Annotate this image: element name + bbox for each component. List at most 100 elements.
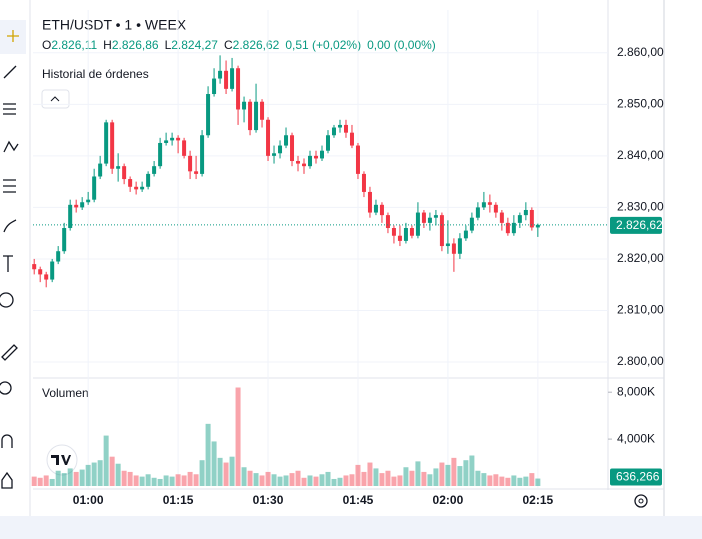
volume-bar — [331, 478, 337, 486]
price-tick-label: 2.830,00 — [617, 200, 664, 214]
volume-bar — [343, 475, 349, 486]
candle-body — [152, 166, 157, 174]
candle-body — [32, 264, 37, 270]
zoom-tool[interactable] — [0, 381, 12, 395]
candle-body — [92, 176, 97, 200]
volume-bar — [421, 471, 427, 486]
volume-bar — [445, 464, 451, 486]
ohlc-key: L — [165, 38, 172, 52]
volume-bar — [139, 476, 145, 486]
volume-bar — [295, 470, 301, 486]
candle-body — [415, 212, 420, 236]
volume-tick-label: 8,000K — [617, 384, 655, 398]
volume-bar — [97, 460, 103, 486]
candle-body — [529, 209, 534, 228]
text-tool[interactable] — [3, 255, 13, 272]
price-tick-label: 2.810,00 — [617, 303, 664, 317]
volume-bar — [175, 474, 181, 486]
projection-tool[interactable] — [3, 179, 16, 193]
crosshair-tool[interactable] — [7, 30, 19, 42]
candle-body — [80, 202, 85, 208]
volume-bar — [523, 476, 529, 486]
candle-body — [523, 209, 528, 216]
price-tick-label: 2.860,00 — [617, 45, 664, 59]
volume-bar — [265, 471, 271, 486]
candle-body — [200, 135, 205, 174]
volume-bar — [505, 477, 511, 486]
candle-body — [86, 199, 91, 203]
symbol-title: ETH/USDT • 1 • WEEX — [42, 17, 187, 33]
volume-bar — [259, 475, 265, 486]
candle-body — [266, 119, 271, 156]
fib-tool[interactable] — [3, 103, 16, 115]
candle-body — [170, 137, 175, 141]
volume-bar — [433, 468, 439, 486]
candle-body — [110, 122, 115, 169]
bottom-bar — [0, 516, 702, 539]
candle-body — [421, 212, 426, 223]
volume-bar — [349, 474, 355, 486]
volume-bar — [391, 476, 397, 486]
time-tick-label: 01:30 — [253, 493, 284, 507]
ohlc-key: O — [42, 38, 51, 52]
ruler-tool[interactable] — [1, 344, 18, 361]
candle-body — [349, 132, 354, 146]
magnet-tool[interactable] — [1, 434, 13, 448]
volume-bar — [91, 462, 97, 486]
settings-icon[interactable] — [634, 494, 648, 508]
candle-body — [164, 140, 169, 143]
lock-tool[interactable] — [1, 471, 13, 489]
volume-bar — [511, 475, 517, 486]
price-tick-label: 2.850,00 — [617, 96, 664, 110]
volume-bar — [427, 474, 433, 486]
volume-bar — [73, 471, 79, 486]
volume-bar — [121, 470, 127, 486]
volume-bar — [379, 473, 385, 486]
candle-body — [302, 163, 307, 167]
volume-bar — [67, 468, 73, 486]
candle-body — [505, 222, 510, 234]
volume-bar — [493, 474, 499, 486]
candle-body — [361, 173, 366, 192]
change2: 0,00 (0,00%) — [367, 38, 436, 52]
candle-body — [254, 101, 259, 131]
volume-bar — [109, 456, 115, 486]
candle-body — [487, 202, 492, 205]
volume-bar — [475, 470, 481, 486]
candle-body — [188, 155, 193, 172]
left-toolbar[interactable] — [0, 20, 26, 489]
collapse-icon[interactable] — [50, 96, 60, 102]
candle-body — [457, 238, 462, 254]
volume-bar — [535, 478, 541, 486]
candle-body — [116, 166, 121, 169]
candle-body — [218, 70, 223, 79]
candle-body — [517, 215, 522, 223]
volume-bar — [499, 476, 505, 486]
candle-body — [194, 171, 199, 174]
collapse-button[interactable] — [41, 89, 70, 109]
emoji-tool[interactable] — [0, 292, 14, 308]
candle-body — [373, 204, 378, 213]
volume-tag — [610, 468, 662, 486]
volume-bar — [487, 475, 493, 486]
candle-body — [230, 68, 235, 89]
candle-body — [433, 215, 438, 218]
trendline-tool[interactable] — [3, 65, 17, 79]
brush-tool[interactable] — [3, 219, 17, 233]
volume-bar — [301, 477, 307, 486]
candle-body — [355, 145, 360, 174]
volume-bar — [355, 464, 361, 486]
candle-body — [499, 212, 504, 223]
candle-body — [236, 68, 241, 110]
price-tick-label: 2.840,00 — [617, 148, 664, 162]
pattern-tool[interactable] — [3, 140, 19, 153]
candle-body — [122, 166, 127, 180]
ohlc-value: 2.826,11 — [51, 38, 97, 52]
volume-bar — [127, 471, 133, 486]
volume-bar — [481, 473, 487, 486]
volume-bar — [103, 435, 109, 486]
price-tag — [610, 216, 662, 234]
volume-bar — [253, 473, 259, 486]
candle-body — [158, 142, 163, 167]
candle-body — [278, 145, 283, 154]
